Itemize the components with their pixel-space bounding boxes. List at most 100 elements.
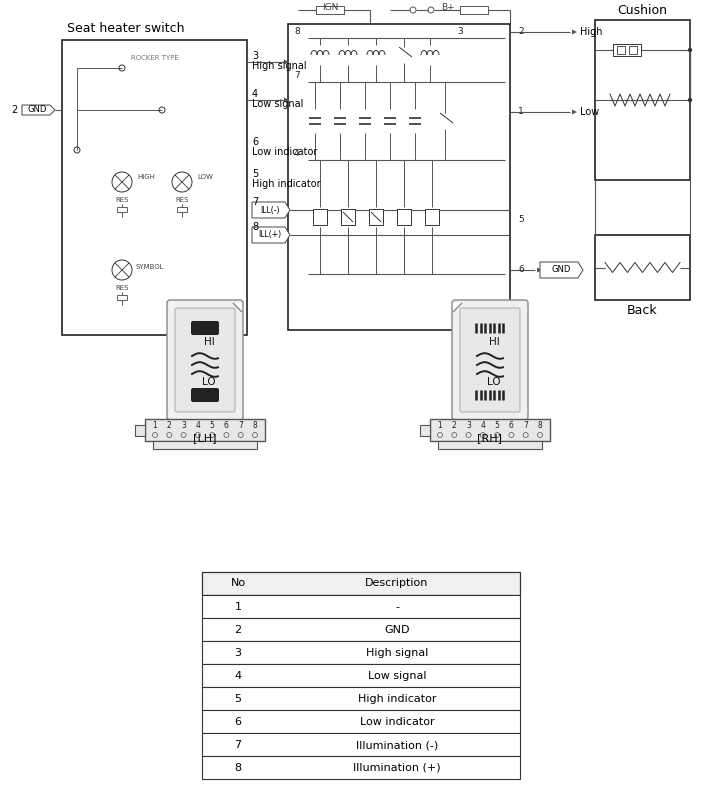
Polygon shape [284,59,289,65]
Bar [397,209,411,225]
Text: ROCKER TYPE: ROCKER TYPE [130,55,178,61]
Polygon shape [572,109,577,114]
Text: Low indicator: Low indicator [252,147,318,157]
Bar [202,664,520,687]
Text: Low signal: Low signal [252,99,304,109]
Bar [117,295,127,300]
Bar [460,6,488,14]
Polygon shape [572,29,577,35]
Text: No: No [231,578,245,588]
Text: Back: Back [627,304,658,317]
Text: HI: HI [203,337,215,347]
Polygon shape [233,303,242,312]
Text: 1: 1 [153,421,158,430]
Text: GND: GND [27,105,47,114]
Circle shape [688,99,691,101]
Text: 3: 3 [457,28,463,36]
Text: 4: 4 [294,150,299,159]
Text: 8: 8 [252,222,258,232]
Text: RES: RES [115,197,129,203]
Polygon shape [284,97,289,103]
Text: High signal: High signal [366,648,428,658]
Text: 4: 4 [196,421,200,430]
Bar [425,209,439,225]
Text: LO: LO [487,377,501,387]
Text: 2: 2 [518,28,524,36]
Text: 5: 5 [495,421,500,430]
Bar [341,209,355,225]
Polygon shape [537,267,542,272]
Bar [117,207,127,212]
Bar [202,595,520,618]
Text: 5: 5 [252,169,258,179]
Text: High indicator: High indicator [358,694,436,704]
Circle shape [688,49,691,52]
Text: 2: 2 [234,625,242,635]
Text: 2: 2 [11,105,17,115]
Text: 6: 6 [509,421,514,430]
FancyBboxPatch shape [452,300,528,420]
Polygon shape [252,227,290,243]
Bar [288,24,510,330]
Text: 6: 6 [518,266,524,275]
Text: 1: 1 [437,421,442,430]
FancyBboxPatch shape [460,308,520,412]
Text: IGN: IGN [322,2,338,11]
Text: HIGH: HIGH [137,174,155,180]
Text: ILL(+): ILL(+) [259,231,282,240]
Text: 3: 3 [466,421,471,430]
Text: LO: LO [202,377,216,387]
Bar [202,733,520,756]
Bar [202,641,520,664]
Text: 1: 1 [518,108,524,117]
Text: [LH]: [LH] [193,433,217,443]
Polygon shape [453,303,462,312]
Text: 8: 8 [294,28,300,36]
Text: 6: 6 [224,421,229,430]
Text: 3: 3 [252,51,258,61]
FancyBboxPatch shape [191,388,219,402]
FancyBboxPatch shape [191,321,219,335]
Text: 3: 3 [181,421,186,430]
Bar [595,20,690,180]
Text: [RH]: [RH] [477,433,503,443]
Text: 7: 7 [294,71,300,80]
Bar [135,425,145,436]
Bar [369,209,383,225]
Text: 4: 4 [252,89,258,99]
Text: Low: Low [580,107,599,117]
Text: SYMBOL: SYMBOL [136,264,165,270]
Bar [420,425,430,436]
Text: GND: GND [551,266,571,275]
Text: High: High [580,27,602,37]
Text: 4: 4 [234,671,242,681]
Bar [202,710,520,733]
Bar [202,618,520,641]
Bar [202,756,520,779]
Polygon shape [252,202,290,218]
Text: 4: 4 [480,421,485,430]
Bar [177,207,187,212]
Text: B+: B+ [441,2,455,11]
Text: 2: 2 [452,421,456,430]
Bar [316,6,344,14]
Text: HI: HI [489,337,499,347]
Text: 7: 7 [234,740,242,750]
Text: RES: RES [115,285,129,291]
Text: 2: 2 [167,421,172,430]
Text: 8: 8 [234,763,242,773]
Text: 5: 5 [235,694,242,704]
Text: 5: 5 [518,215,524,224]
Text: 6: 6 [235,717,242,727]
Text: Seat heater switch: Seat heater switch [67,22,184,35]
Bar [595,235,690,300]
Bar [617,46,625,54]
Text: High signal: High signal [252,61,306,71]
Text: 7: 7 [252,197,258,207]
Text: Low signal: Low signal [368,671,426,681]
Text: 5: 5 [210,421,215,430]
Bar [62,40,247,335]
Bar [629,46,637,54]
Bar [202,687,520,710]
Text: Low indicator: Low indicator [360,717,435,727]
